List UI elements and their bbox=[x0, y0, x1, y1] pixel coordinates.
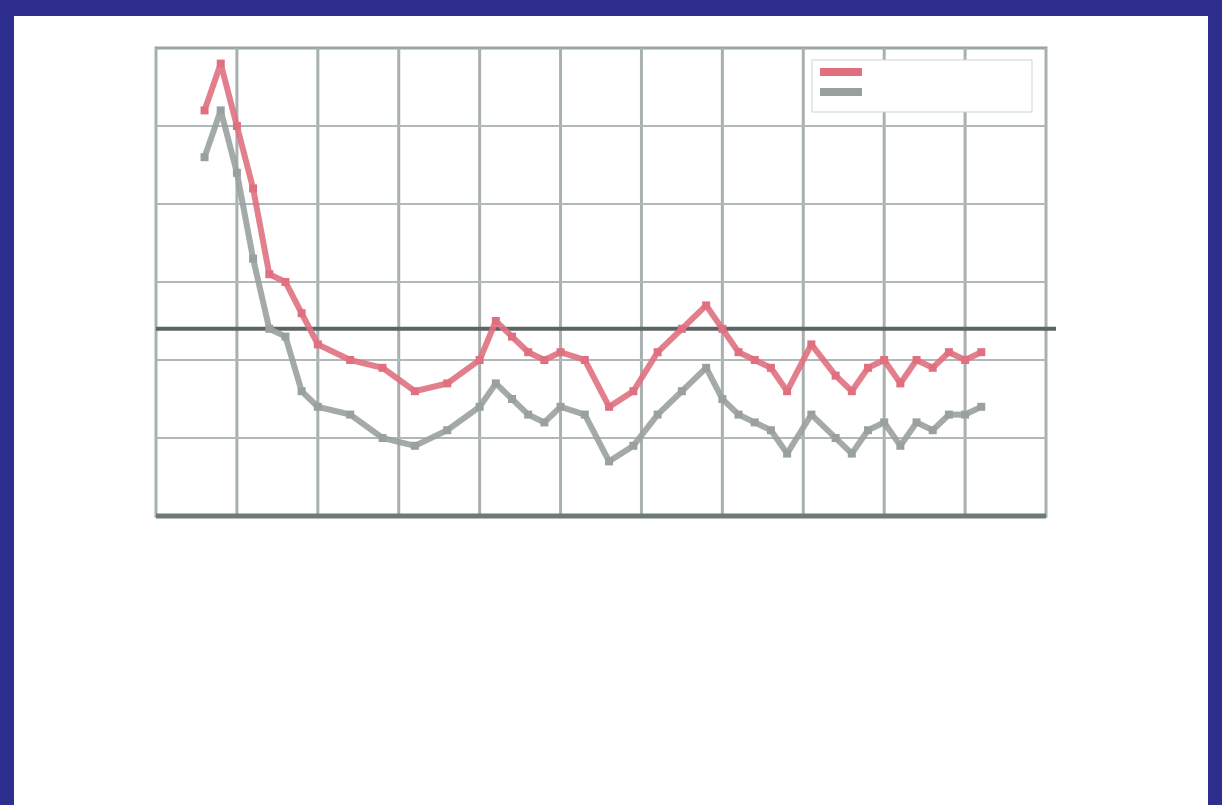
data-point bbox=[265, 324, 274, 333]
data-point bbox=[281, 278, 290, 286]
data-point bbox=[864, 426, 872, 435]
data-point bbox=[378, 363, 387, 372]
data-point bbox=[378, 434, 387, 442]
data-point bbox=[807, 410, 816, 419]
data-point bbox=[864, 363, 872, 372]
data-point bbox=[718, 395, 727, 403]
data-point bbox=[783, 449, 792, 458]
data-point bbox=[677, 324, 686, 333]
data-point bbox=[249, 184, 258, 193]
data-point bbox=[750, 356, 759, 364]
data-point bbox=[847, 449, 856, 458]
data-point bbox=[831, 434, 840, 442]
data-point bbox=[734, 410, 743, 419]
data-point bbox=[232, 122, 241, 130]
data-point bbox=[540, 356, 549, 364]
data-point bbox=[961, 356, 970, 364]
data-point bbox=[766, 363, 775, 372]
data-point bbox=[677, 387, 686, 396]
data-point bbox=[297, 387, 306, 396]
data-point bbox=[702, 301, 711, 310]
legend-swatch bbox=[820, 88, 862, 96]
series-line bbox=[201, 60, 985, 410]
series-line bbox=[201, 107, 985, 465]
data-point bbox=[702, 363, 711, 372]
data-point bbox=[216, 59, 225, 68]
data-point bbox=[491, 317, 500, 325]
data-point bbox=[524, 410, 533, 419]
data-point bbox=[629, 387, 638, 396]
data-point bbox=[443, 379, 452, 388]
data-point bbox=[443, 426, 452, 435]
data-point bbox=[831, 371, 840, 380]
data-point bbox=[977, 348, 986, 357]
data-point bbox=[912, 418, 921, 427]
data-point bbox=[928, 363, 937, 372]
data-point bbox=[265, 270, 274, 279]
legend-box bbox=[811, 59, 1033, 113]
data-point bbox=[896, 441, 905, 450]
data-point bbox=[605, 402, 614, 411]
chart bbox=[154, 46, 1056, 519]
data-point bbox=[880, 418, 889, 427]
chart-legend bbox=[811, 59, 1033, 113]
series-layer bbox=[200, 59, 986, 466]
data-point bbox=[944, 348, 953, 357]
data-point bbox=[961, 410, 970, 419]
data-point bbox=[629, 441, 638, 450]
data-point bbox=[410, 441, 419, 450]
data-point bbox=[605, 457, 614, 466]
data-point bbox=[346, 356, 355, 364]
data-point bbox=[475, 402, 484, 411]
data-point bbox=[216, 106, 225, 115]
data-point bbox=[847, 387, 856, 396]
data-point bbox=[297, 309, 306, 318]
data-point bbox=[734, 348, 743, 357]
data-point bbox=[556, 348, 565, 357]
data-point bbox=[313, 402, 322, 411]
data-point bbox=[491, 379, 500, 388]
data-point bbox=[556, 402, 565, 411]
data-point bbox=[346, 410, 355, 419]
data-point bbox=[807, 340, 816, 349]
data-point bbox=[475, 356, 484, 364]
data-point bbox=[783, 387, 792, 396]
data-point bbox=[540, 418, 549, 427]
data-point bbox=[766, 426, 775, 435]
data-point bbox=[200, 106, 209, 115]
data-point bbox=[977, 402, 986, 411]
data-point bbox=[653, 410, 662, 419]
legend-swatch bbox=[820, 68, 862, 76]
data-point bbox=[580, 410, 589, 419]
figure-frame bbox=[14, 16, 1208, 805]
data-point bbox=[750, 418, 759, 427]
data-point bbox=[580, 356, 589, 364]
data-point bbox=[313, 340, 322, 349]
data-point bbox=[524, 348, 533, 357]
data-point bbox=[896, 379, 905, 388]
data-point bbox=[249, 254, 258, 263]
data-point bbox=[281, 332, 290, 341]
data-point bbox=[928, 426, 937, 435]
data-point bbox=[912, 356, 921, 364]
data-point bbox=[508, 332, 516, 341]
data-point bbox=[653, 348, 662, 357]
data-point bbox=[200, 153, 209, 162]
data-point bbox=[232, 168, 241, 177]
data-point bbox=[410, 387, 419, 396]
data-point bbox=[508, 395, 516, 403]
data-point bbox=[718, 324, 727, 333]
data-point bbox=[944, 410, 953, 419]
data-point bbox=[880, 356, 889, 364]
